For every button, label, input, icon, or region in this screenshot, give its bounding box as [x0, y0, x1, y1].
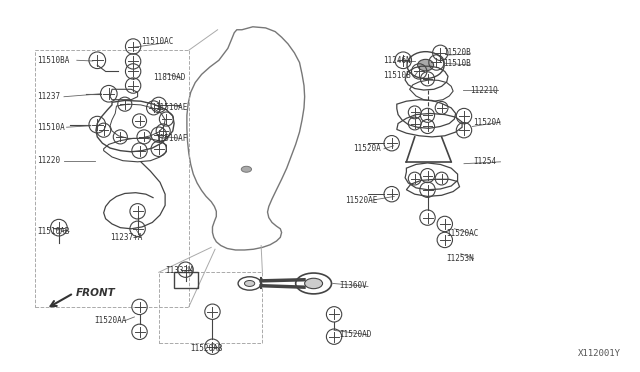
Text: 11237+A: 11237+A [110, 233, 143, 242]
Text: 11510B: 11510B [383, 71, 410, 80]
Text: I1520AB: I1520AB [191, 344, 223, 353]
Text: 11810AD: 11810AD [154, 73, 186, 82]
Text: 11246N: 11246N [383, 56, 410, 65]
Text: 11510B: 11510B [443, 60, 470, 68]
Text: 11510AF: 11510AF [155, 134, 188, 143]
Text: 11237: 11237 [37, 92, 60, 101]
Text: I1254: I1254 [474, 157, 497, 166]
Text: 11221Q: 11221Q [470, 86, 498, 94]
Text: FRONT: FRONT [76, 288, 115, 298]
Text: 11520AE: 11520AE [346, 196, 378, 205]
Circle shape [244, 280, 255, 286]
Text: 11510AC: 11510AC [141, 37, 173, 46]
Text: I1253N: I1253N [447, 254, 474, 263]
Text: I1360V: I1360V [339, 281, 367, 290]
Text: 11510A: 11510A [37, 123, 65, 132]
Circle shape [305, 278, 323, 289]
Ellipse shape [418, 60, 434, 71]
Text: 11520A: 11520A [353, 144, 381, 153]
Text: 11510BA: 11510BA [37, 56, 70, 65]
Text: X112001Y: X112001Y [578, 349, 621, 358]
Text: I1510AB: I1510AB [37, 227, 70, 236]
Text: 11220: 11220 [37, 156, 60, 165]
Text: I1332M: I1332M [165, 266, 193, 275]
Text: I1520AC: I1520AC [447, 229, 479, 238]
Text: I1520AA: I1520AA [95, 316, 127, 325]
Circle shape [241, 166, 252, 172]
Text: 11520B: 11520B [443, 48, 470, 57]
Text: 11510AE: 11510AE [155, 103, 188, 112]
Text: 11520A: 11520A [474, 118, 501, 126]
Text: I1520AD: I1520AD [339, 330, 372, 339]
